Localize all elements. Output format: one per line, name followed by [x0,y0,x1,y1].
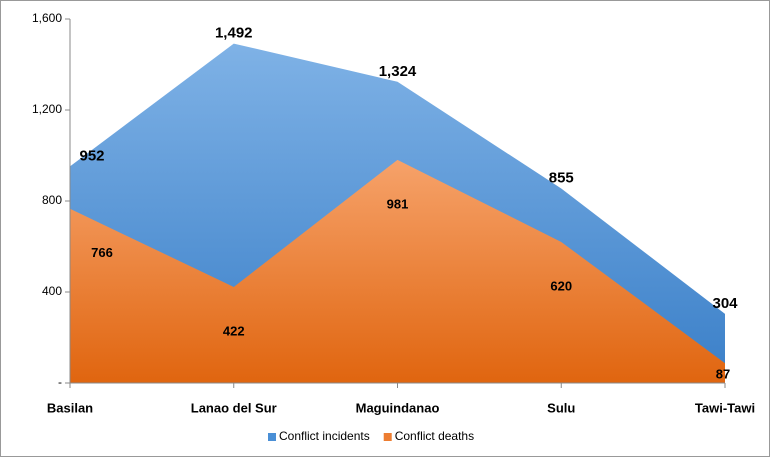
x-tick-label: Lanao del Sur [191,400,277,415]
x-tick-label: Tawi-Tawi [695,400,755,415]
y-tick-label: 800 [42,193,62,207]
data-label: 87 [716,366,730,381]
legend-swatch [383,433,392,441]
y-tick-label: 1,200 [32,102,62,116]
data-label: 952 [79,147,104,164]
legend-label: Conflict incidents [279,429,370,443]
data-label: 766 [91,245,113,260]
data-label: 981 [387,196,409,211]
x-tick-label: Maguindanao [356,400,440,415]
y-tick-label: 400 [42,284,62,298]
x-tick-label: Basilan [47,400,93,415]
data-label: 620 [550,278,572,293]
legend-swatch [268,433,276,441]
y-tick-label: - [58,375,62,389]
data-label: 304 [712,295,738,312]
data-label: 1,492 [215,25,253,42]
data-label: 422 [223,323,245,338]
data-label: 1,324 [379,63,417,80]
data-label: 855 [549,169,574,186]
area [70,159,725,383]
legend-label: Conflict deaths [395,429,474,443]
x-tick-label: Sulu [547,400,575,415]
y-tick-label: 1,600 [32,11,62,25]
